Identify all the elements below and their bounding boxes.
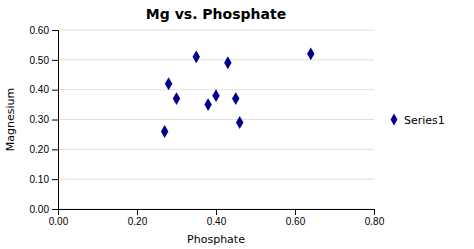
x-axis: 0.00 0.20 0.40 0.60 0.80 xyxy=(49,209,385,227)
tick-mark xyxy=(52,120,58,121)
legend: Series1 xyxy=(391,114,445,127)
tick-label: 0.00 xyxy=(49,216,69,227)
tick-mark xyxy=(52,209,58,210)
point xyxy=(307,47,314,60)
grid-line xyxy=(58,30,374,31)
tick: 0.60 xyxy=(286,209,306,227)
tick-mark xyxy=(52,90,58,91)
plot: 0.00 0.20 0.40 0.60 0.80 0.00 0.10 0.20 0.30 0.40… xyxy=(30,25,385,227)
tick-label: 0.60 xyxy=(286,216,306,227)
axis-line xyxy=(59,210,375,216)
tick: 0.00 xyxy=(49,209,69,227)
grid-line xyxy=(58,149,374,150)
point xyxy=(161,125,168,138)
y-axis: 0.00 0.10 0.20 0.30 0.40 0.50 0.60 xyxy=(30,25,59,215)
grid-line xyxy=(58,179,374,180)
tick-mark xyxy=(295,209,296,215)
tick-mark xyxy=(52,149,58,150)
grid xyxy=(58,30,374,209)
tick: 0.20 xyxy=(128,209,148,227)
point xyxy=(204,98,211,111)
tick-label: 0.30 xyxy=(30,114,50,125)
tick: 0.20 xyxy=(30,144,58,155)
point xyxy=(232,92,239,105)
tick-label: 0.10 xyxy=(30,174,50,185)
legend-symbol xyxy=(391,114,398,126)
legend-label: Series1 xyxy=(404,114,445,127)
point xyxy=(193,50,200,63)
tick-label: 0.00 xyxy=(30,204,50,215)
tick-mark xyxy=(216,209,217,215)
tick-label: 0.80 xyxy=(365,216,385,227)
tick-mark xyxy=(52,179,58,180)
y-axis-label: Magnesium xyxy=(4,88,17,151)
tick: 0.60 xyxy=(30,25,58,36)
title: Mg vs. Phosphate xyxy=(146,6,286,22)
point xyxy=(173,92,180,105)
legend-item: Series1 xyxy=(391,114,445,127)
tick: 0.00 xyxy=(30,204,58,215)
tick: 0.80 xyxy=(365,209,385,227)
tick-mark xyxy=(52,60,58,61)
tick: 0.40 xyxy=(30,84,58,95)
tick: 0.40 xyxy=(207,209,227,227)
tick-mark xyxy=(137,209,138,215)
grid-line xyxy=(58,59,374,60)
points xyxy=(161,47,315,137)
grid-line xyxy=(58,119,374,120)
tick-label: 0.20 xyxy=(30,144,50,155)
tick: 0.10 xyxy=(30,174,58,185)
point xyxy=(236,116,243,129)
tick-label: 0.40 xyxy=(30,84,50,95)
point xyxy=(165,77,172,90)
tick-label: 0.20 xyxy=(128,216,148,227)
tick-label: 0.60 xyxy=(30,25,50,36)
tick-mark xyxy=(374,209,375,215)
point xyxy=(212,89,219,102)
tick-mark xyxy=(52,30,58,31)
x-axis-label: Phosphate xyxy=(187,233,245,246)
tick-label: 0.50 xyxy=(30,55,50,66)
axis-line xyxy=(52,31,59,210)
chart: 0.00 0.20 0.40 0.60 0.80 0.00 0.10 0.20 0.30 0.40… xyxy=(0,0,474,249)
point xyxy=(224,56,231,69)
tick: 0.30 xyxy=(30,114,58,125)
tick-label: 0.40 xyxy=(207,216,227,227)
tick: 0.50 xyxy=(30,55,58,66)
